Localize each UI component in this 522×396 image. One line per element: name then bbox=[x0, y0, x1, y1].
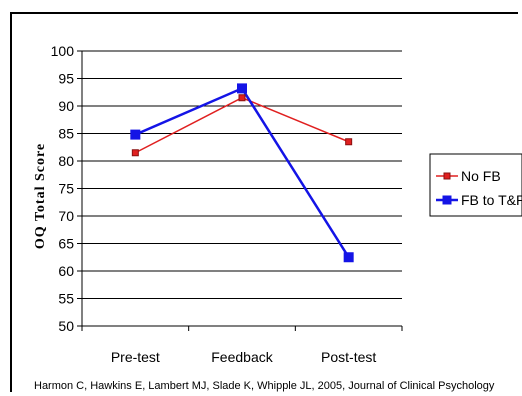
legend-marker bbox=[443, 172, 451, 180]
y-tick-label: 55 bbox=[58, 291, 74, 307]
data-point bbox=[131, 149, 139, 157]
y-tick-label: 85 bbox=[58, 126, 74, 142]
x-tick-labels: Pre-test Feedback Post-test bbox=[111, 349, 377, 365]
y-tick-label: 60 bbox=[58, 263, 74, 279]
citation-text: Harmon C, Hawkins E, Lambert MJ, Slade K… bbox=[34, 380, 495, 392]
legend-marker bbox=[442, 195, 452, 205]
data-point bbox=[238, 94, 246, 102]
x-tick-label: Feedback bbox=[211, 349, 273, 365]
y-tick-labels: 50 55 60 65 70 75 80 85 90 95 100 bbox=[51, 43, 75, 334]
y-tick-label: 80 bbox=[58, 153, 74, 169]
y-axis-label: OQ Total Score bbox=[33, 143, 48, 249]
y-tick-label: 100 bbox=[51, 43, 75, 59]
series-group bbox=[130, 83, 354, 263]
axes bbox=[81, 51, 403, 331]
data-point bbox=[343, 252, 354, 263]
line-chart: 50 55 60 65 70 75 80 85 90 95 100 Pre-test Feedback… bbox=[33, 43, 522, 365]
y-tick-label: 90 bbox=[58, 98, 74, 114]
x-tick-label: Post-test bbox=[321, 349, 376, 365]
legend-box bbox=[429, 153, 522, 217]
y-tick-label: 75 bbox=[58, 181, 74, 197]
data-point bbox=[237, 83, 247, 94]
gridlines bbox=[77, 50, 402, 327]
legend: No FB FB to T&P bbox=[429, 153, 522, 217]
legend-label: No FB bbox=[461, 168, 501, 184]
data-point bbox=[130, 129, 141, 140]
chart-frame bbox=[10, 12, 518, 392]
y-tick-label: 50 bbox=[58, 318, 74, 334]
series-line-fb-to-tp bbox=[134, 86, 350, 258]
y-tick-label: 65 bbox=[58, 236, 74, 252]
data-point bbox=[345, 138, 353, 146]
legend-label: FB to T&P bbox=[461, 192, 522, 208]
y-tick-label: 95 bbox=[58, 71, 74, 87]
x-tick-label: Pre-test bbox=[111, 349, 160, 365]
y-tick-label: 70 bbox=[58, 208, 74, 224]
